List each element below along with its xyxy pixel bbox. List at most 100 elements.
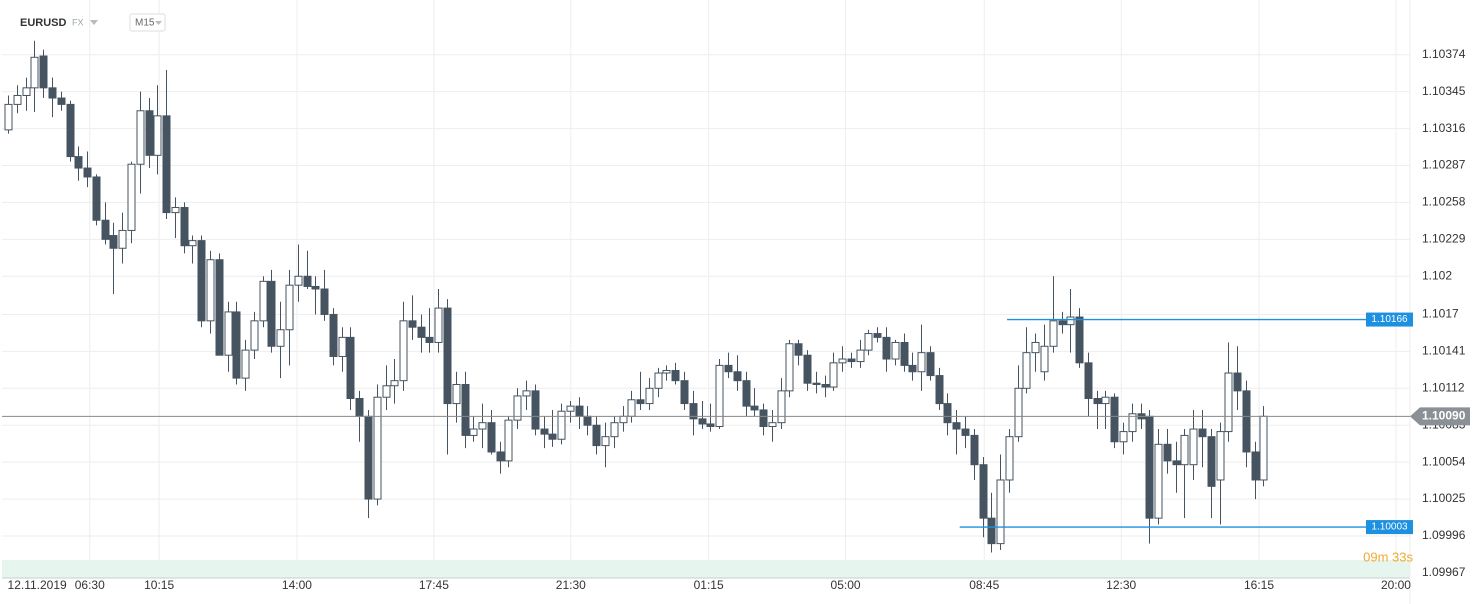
candle-up (917, 352, 926, 373)
x-tick-label: 10:15 (144, 578, 174, 592)
candle-up (338, 336, 347, 357)
candle-down (847, 358, 856, 363)
candle-up (22, 87, 31, 96)
candle-up (785, 343, 794, 392)
candle-down (1058, 320, 1067, 326)
candle-down (970, 434, 979, 466)
candle-up (171, 207, 180, 214)
candle-up (276, 329, 285, 347)
candle-down (1093, 397, 1102, 405)
candle-down (1251, 451, 1260, 481)
candle-down (355, 397, 364, 417)
candle-up (1040, 345, 1049, 373)
candle-up (1128, 413, 1137, 433)
candle-down (109, 235, 118, 249)
dropdown-arrow[interactable] (90, 20, 98, 25)
candle-up (777, 390, 786, 424)
candle-up (1005, 436, 1014, 481)
candle-down (1242, 390, 1251, 453)
x-tick-label: 06:30 (75, 578, 105, 592)
candle-down (592, 424, 601, 447)
candle-down (742, 380, 751, 407)
candle-up (434, 307, 443, 343)
candle-up (1189, 428, 1198, 466)
candle-down (943, 403, 952, 424)
candle-up (557, 410, 566, 440)
candle-up (715, 364, 724, 427)
candle-down (39, 55, 48, 89)
candle-up (768, 422, 777, 427)
candle-up (1066, 316, 1075, 326)
candle-up (1154, 443, 1163, 519)
candle-up (504, 419, 513, 462)
candle-up (4, 103, 13, 131)
candle-down (873, 333, 882, 338)
x-tick-label: 05:00 (831, 578, 861, 592)
candle-down (57, 97, 66, 105)
candle-down (311, 285, 320, 290)
candle-up (478, 422, 487, 430)
candle-down (1075, 316, 1084, 364)
candle-down (575, 405, 584, 417)
candle-down (74, 156, 83, 169)
candle-down (1110, 396, 1119, 443)
candle-up (250, 320, 259, 351)
session-zone (2, 560, 1410, 578)
candle-up (224, 311, 233, 356)
x-tick-label: 08:45 (969, 578, 999, 592)
candle-up (662, 369, 671, 374)
candle-up (259, 280, 268, 322)
symbol[interactable]: EURUSD (20, 17, 67, 29)
y-tick-label: 1.10345 (1422, 84, 1466, 98)
candle-down (461, 383, 470, 436)
candle-up (864, 333, 873, 351)
candle-up (206, 259, 215, 322)
x-tick-label: 16:15 (1244, 578, 1274, 592)
candle-down (303, 275, 312, 287)
x-tick-label: 20:00 (1381, 578, 1411, 592)
candle-up (645, 387, 654, 405)
candle-up (399, 320, 408, 382)
candle-up (294, 275, 303, 286)
candle-down (698, 418, 707, 425)
candle-down (232, 311, 241, 379)
candle-down (101, 219, 110, 240)
y-tick-label: 1.10054 (1422, 454, 1466, 468)
candle-down (548, 433, 557, 440)
candle-up (1049, 320, 1058, 347)
candle-up (513, 395, 522, 421)
y-tick-label: 1.10025 (1422, 491, 1466, 505)
candle-down (346, 336, 355, 399)
dropdown-arrow[interactable] (155, 21, 162, 25)
candle-up (13, 94, 22, 105)
timeframe-box[interactable] (129, 13, 166, 32)
candle-down (487, 422, 496, 453)
candle-down (496, 451, 505, 462)
candle-down (724, 364, 733, 373)
timeframe[interactable]: M15 (135, 18, 155, 29)
candle-up (996, 479, 1005, 545)
candle-down (417, 326, 426, 338)
candle-down (1172, 460, 1181, 466)
candle-down (320, 288, 329, 315)
y-tick-label: 1.10287 (1422, 158, 1466, 172)
candle-up (610, 422, 619, 438)
candle-up (1216, 431, 1225, 481)
candle-down (733, 371, 742, 382)
y-tick-label: 1.09967 (1422, 565, 1466, 579)
candle-down (531, 390, 540, 430)
y-tick-label: 1.10112 (1422, 380, 1465, 394)
candle-up (1031, 341, 1040, 354)
candle-down (329, 313, 338, 357)
level-label: 1.10166 (1371, 314, 1408, 325)
candle-up (601, 436, 610, 447)
candle-up (188, 240, 197, 247)
candle-down (364, 415, 373, 500)
candle-down (83, 167, 92, 178)
candle-down (583, 415, 592, 426)
candle-up (285, 284, 294, 331)
candle-down (812, 382, 821, 385)
y-tick-label: 1.10374 (1422, 47, 1466, 61)
current-price-label: 1.10090 (1422, 408, 1466, 422)
